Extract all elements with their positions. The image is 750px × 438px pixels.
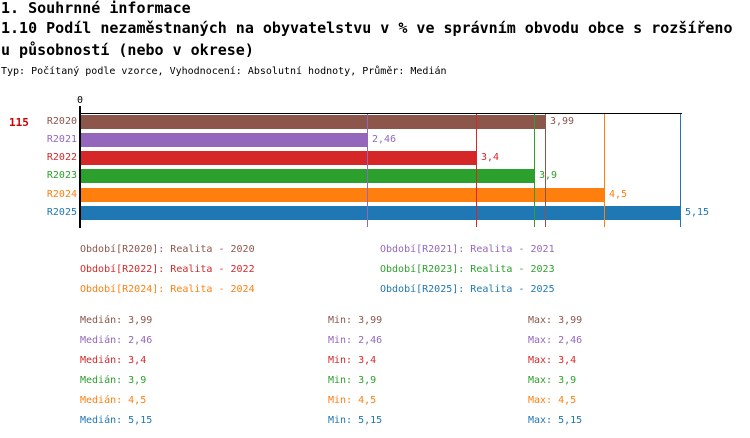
stat-median: Medián: 3,99 — [80, 315, 153, 326]
value-gridline — [476, 114, 477, 227]
indicator-title-line1: 1.10 Podíl nezaměstnaných na obyvatelstv… — [1, 19, 733, 37]
bar-value-label: 3,4 — [481, 152, 500, 163]
section-title: 1. Souhrnné informace — [1, 0, 191, 17]
stat-max: Max: 3,99 — [528, 315, 583, 326]
value-gridline — [534, 114, 535, 227]
stat-max: Max: 4,5 — [528, 395, 577, 406]
stat-min: Min: 3,4 — [328, 355, 377, 366]
bar-R2025 — [81, 206, 680, 220]
bar-value-label: 3,9 — [539, 170, 558, 181]
stat-min: Min: 3,99 — [328, 315, 383, 326]
bar-value-label: 3,99 — [550, 116, 575, 127]
bar-category-label: R2020 — [46, 116, 77, 127]
chart-meta: Typ: Počítaný podle vzorce, Vyhodnocení:… — [1, 66, 447, 77]
value-axis-line — [80, 113, 682, 114]
legend-item: Období[R2022]: Realita - 2022 — [80, 264, 255, 275]
category-axis-line — [79, 106, 81, 228]
bar-value-label: 5,15 — [685, 207, 710, 218]
bar-category-label: R2025 — [46, 207, 77, 218]
bar-category-label: R2022 — [46, 152, 77, 163]
value-gridline — [545, 114, 546, 227]
zero-tick-label: 0 — [76, 95, 84, 106]
stat-max: Max: 2,46 — [528, 335, 583, 346]
bar-value-label: 2,46 — [372, 134, 397, 145]
value-gridline — [367, 114, 368, 227]
bar-R2022 — [81, 151, 476, 165]
stat-median: Medián: 3,9 — [80, 375, 147, 386]
bar-value-label: 4,5 — [609, 189, 628, 200]
stat-min: Min: 5,15 — [328, 415, 383, 426]
bar-R2021 — [81, 133, 367, 147]
stat-median: Medián: 3,4 — [80, 355, 147, 366]
value-gridline — [680, 114, 681, 227]
legend-item: Období[R2024]: Realita - 2024 — [80, 284, 255, 295]
bar-category-label: R2021 — [46, 134, 77, 145]
stat-max: Max: 5,15 — [528, 415, 583, 426]
legend-item: Období[R2025]: Realita - 2025 — [380, 284, 555, 295]
legend-item: Období[R2023]: Realita - 2023 — [380, 264, 555, 275]
legend-item: Období[R2021]: Realita - 2021 — [380, 244, 555, 255]
legend-item: Období[R2020]: Realita - 2020 — [80, 244, 255, 255]
stat-median: Medián: 4,5 — [80, 395, 147, 406]
stat-min: Min: 3,9 — [328, 375, 377, 386]
stat-min: Min: 2,46 — [328, 335, 383, 346]
value-gridline — [604, 114, 605, 227]
stat-max: Max: 3,9 — [528, 375, 577, 386]
bar-R2020 — [81, 115, 545, 129]
chart-id-label: 115 — [9, 116, 29, 129]
bar-category-label: R2023 — [46, 170, 77, 181]
stat-max: Max: 3,4 — [528, 355, 577, 366]
bar-category-label: R2024 — [46, 189, 77, 200]
stat-median: Medián: 2,46 — [80, 335, 153, 346]
bar-R2024 — [81, 188, 604, 202]
bar-R2023 — [81, 169, 534, 183]
stat-min: Min: 4,5 — [328, 395, 377, 406]
stat-median: Medián: 5,15 — [80, 415, 153, 426]
indicator-title-line2: u působností (nebo v okrese) — [1, 41, 254, 59]
